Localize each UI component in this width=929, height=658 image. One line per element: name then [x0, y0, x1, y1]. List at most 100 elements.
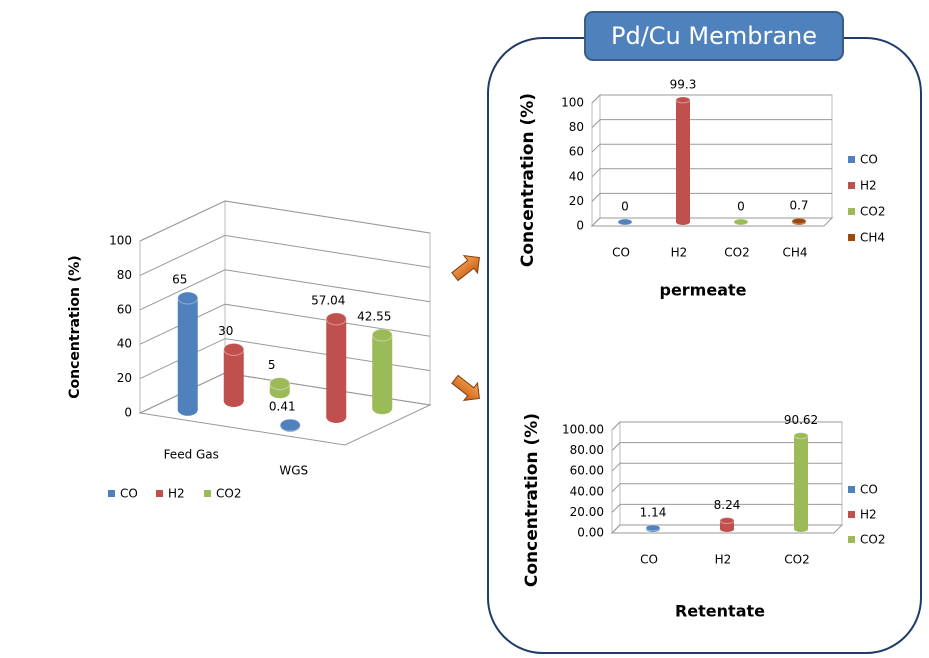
legend-label: H2 [860, 179, 877, 193]
y-tick-label: 40 [569, 169, 584, 183]
x-tick-label: CO2 [784, 553, 809, 567]
x-tick-label: WGS [279, 464, 308, 478]
grid-line [591, 217, 832, 227]
bar-top [279, 418, 301, 432]
arrow [451, 374, 480, 402]
legend-swatch [848, 234, 855, 241]
side-wall [611, 420, 621, 535]
grid-line [139, 269, 431, 311]
bar [676, 99, 690, 222]
bar [794, 435, 808, 529]
bar [326, 318, 347, 417]
y-tick-label: 60 [117, 302, 132, 316]
value-label: 57.04 [311, 293, 345, 307]
y-tick-label: 60.00 [570, 464, 604, 478]
legend-label: CH4 [860, 231, 885, 245]
grid-line [591, 94, 832, 104]
grid-line [611, 503, 842, 513]
y-tick-label: 100.00 [562, 423, 604, 437]
bar-top [645, 524, 661, 532]
y-tick-label: 80 [569, 120, 584, 134]
legend-label: CO2 [216, 487, 241, 501]
legend-swatch [848, 208, 855, 215]
grid-line [139, 338, 431, 380]
legend-swatch [108, 490, 115, 497]
bar [223, 349, 244, 401]
legend-label: CO2 [860, 205, 885, 219]
bar-top [325, 312, 347, 326]
legend-swatch [848, 156, 855, 163]
value-label: 8.24 [714, 498, 741, 512]
value-label: 1.14 [640, 505, 667, 519]
y-tick-label: 40.00 [570, 484, 604, 498]
legend-label: CO [860, 153, 878, 167]
y-tick-label: 20 [117, 371, 132, 385]
value-label: 0.41 [269, 400, 296, 414]
y-tick-label: 0.00 [577, 526, 604, 540]
y-tick-label: 20.00 [570, 505, 604, 519]
legend-swatch [204, 490, 211, 497]
y-tick-label: 0 [576, 219, 584, 233]
x-tick-label: CH4 [782, 246, 807, 260]
bar-top [223, 342, 245, 356]
bar-top [177, 291, 199, 305]
arrow [451, 254, 480, 282]
bar-top [793, 432, 809, 440]
bar [372, 335, 393, 409]
y-tick-label: 80 [117, 268, 132, 282]
membrane-header [584, 11, 844, 61]
grid-line [139, 234, 431, 276]
x-tick-label: H2 [671, 246, 688, 260]
value-label: 0.7 [789, 199, 808, 213]
grid-line [611, 442, 842, 451]
legend-swatch [848, 511, 855, 518]
grid-line [139, 303, 431, 345]
value-label: 5 [268, 358, 276, 372]
y-tick-label: 80.00 [570, 443, 604, 457]
legend-label: CO [120, 487, 138, 501]
y-tick-label: 100 [109, 234, 132, 248]
legend-label: H2 [168, 487, 185, 501]
x-tick-label: Feed Gas [164, 448, 219, 462]
x-axis-label: permeate [659, 281, 746, 300]
grid-line [611, 524, 842, 534]
x-tick-label: CO [612, 246, 630, 260]
x-tick-label: CO [640, 553, 658, 567]
legend-swatch [848, 182, 855, 189]
y-tick-label: 100 [561, 96, 584, 110]
value-label: 42.55 [357, 310, 391, 324]
grid-line [139, 200, 431, 242]
value-label: 30 [218, 324, 233, 338]
value-label: 0 [737, 200, 745, 214]
legend-swatch [848, 486, 855, 493]
bar-top [675, 96, 691, 104]
grid-line [591, 192, 832, 202]
grid-line [591, 119, 832, 128]
y-axis-label: Concentration (%) [67, 255, 83, 398]
grid-line [591, 143, 832, 153]
bar [177, 298, 198, 410]
y-tick-label: 40 [117, 337, 132, 351]
x-tick-label: CO2 [724, 246, 749, 260]
grid-line [611, 421, 842, 431]
legend-swatch [848, 536, 855, 543]
legend-label: CO2 [860, 533, 885, 547]
y-tick-label: 60 [569, 145, 584, 159]
value-label: 0 [621, 200, 629, 214]
side-wall [591, 93, 601, 228]
y-tick-label: 0 [124, 406, 132, 420]
bar-top [719, 517, 735, 525]
bar-top [617, 218, 633, 226]
legend-swatch [156, 490, 163, 497]
bar-top [371, 328, 393, 342]
value-label: 90.62 [784, 413, 818, 427]
membrane-title: Pd/Cu Membrane [611, 22, 817, 50]
bar-top [269, 377, 291, 391]
grid-line [611, 462, 842, 472]
y-axis-label: Concentration (%) [518, 93, 538, 267]
value-label: 99.3 [670, 77, 697, 91]
y-tick-label: 20 [569, 194, 584, 208]
grid-line [611, 483, 842, 493]
